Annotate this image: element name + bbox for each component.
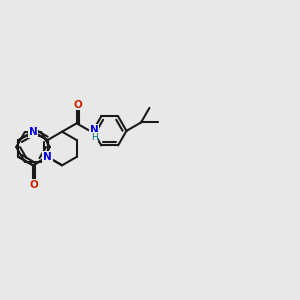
Text: O: O xyxy=(74,100,82,110)
Text: H: H xyxy=(91,133,98,142)
Text: N: N xyxy=(28,127,38,137)
Text: O: O xyxy=(30,180,39,190)
Text: N: N xyxy=(43,152,52,162)
Text: N: N xyxy=(90,125,99,135)
